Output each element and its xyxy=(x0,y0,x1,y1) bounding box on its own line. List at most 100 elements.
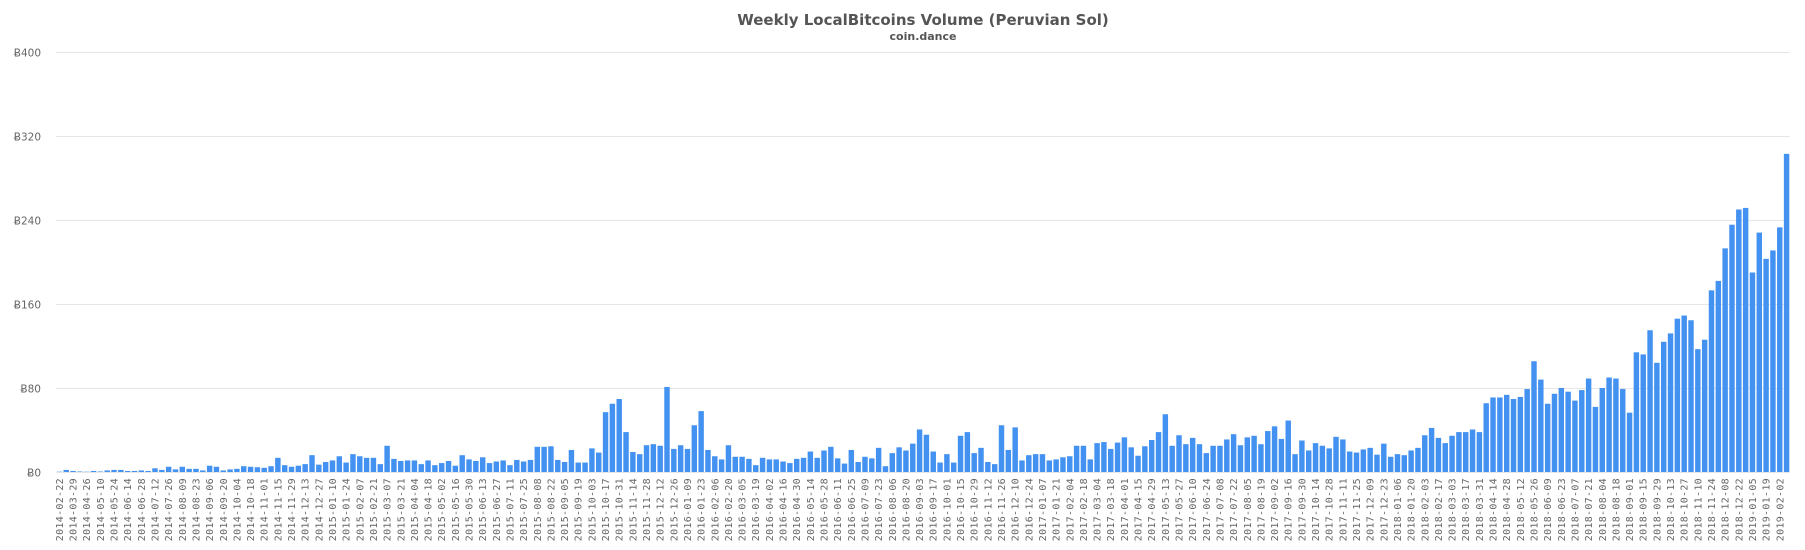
bar[interactable] xyxy=(807,451,814,472)
bar[interactable] xyxy=(534,446,540,472)
bar[interactable] xyxy=(1524,389,1530,472)
bar[interactable] xyxy=(684,448,691,472)
bar[interactable] xyxy=(1579,390,1585,472)
bar[interactable] xyxy=(1026,455,1032,472)
bar[interactable] xyxy=(1742,207,1749,472)
bar[interactable] xyxy=(1558,388,1565,472)
bar[interactable] xyxy=(1442,443,1448,473)
bar[interactable] xyxy=(630,452,636,472)
bar[interactable] xyxy=(1237,445,1244,472)
bar[interactable] xyxy=(848,449,855,472)
bar[interactable] xyxy=(1155,432,1162,472)
bar[interactable] xyxy=(957,435,964,472)
bar[interactable] xyxy=(1497,397,1503,472)
bar[interactable] xyxy=(1005,449,1012,472)
bar[interactable] xyxy=(555,459,561,472)
bar[interactable] xyxy=(875,447,882,472)
bar[interactable] xyxy=(1135,455,1141,472)
bar[interactable] xyxy=(1121,437,1128,472)
bar[interactable] xyxy=(1736,209,1742,473)
bar[interactable] xyxy=(1094,443,1100,473)
bar[interactable] xyxy=(855,462,861,472)
bar[interactable] xyxy=(370,457,377,472)
bar[interactable] xyxy=(520,461,527,473)
bar[interactable] xyxy=(753,465,759,472)
bar[interactable] xyxy=(1374,454,1380,472)
bar[interactable] xyxy=(1722,248,1728,472)
bar[interactable] xyxy=(1517,396,1524,472)
bar[interactable] xyxy=(1080,445,1087,472)
bar[interactable] xyxy=(1353,452,1360,472)
bar[interactable] xyxy=(657,445,663,472)
bar[interactable] xyxy=(1483,403,1489,472)
bar[interactable] xyxy=(1606,377,1612,473)
bar[interactable] xyxy=(432,465,438,472)
bar[interactable] xyxy=(1551,393,1558,472)
bar[interactable] xyxy=(677,445,684,472)
bar[interactable] xyxy=(712,456,718,472)
bar[interactable] xyxy=(862,456,868,472)
bar[interactable] xyxy=(322,462,329,472)
bar[interactable] xyxy=(998,425,1005,472)
bar[interactable] xyxy=(1224,439,1230,472)
bar[interactable] xyxy=(1326,448,1332,473)
bar[interactable] xyxy=(1387,456,1394,472)
bar[interactable] xyxy=(1019,460,1025,472)
bar[interactable] xyxy=(971,453,977,472)
bar[interactable] xyxy=(1285,420,1291,472)
bar[interactable] xyxy=(500,460,506,472)
bar[interactable] xyxy=(1708,290,1715,472)
bar[interactable] xyxy=(145,470,151,472)
bar[interactable] xyxy=(1599,388,1605,472)
bar[interactable] xyxy=(1688,320,1694,472)
bar[interactable] xyxy=(616,399,622,472)
bar[interactable] xyxy=(1701,339,1708,472)
bar[interactable] xyxy=(903,450,909,472)
bar[interactable] xyxy=(889,453,895,472)
bar[interactable] xyxy=(200,470,206,472)
bar[interactable] xyxy=(1039,454,1046,472)
bar[interactable] xyxy=(671,448,677,472)
bar[interactable] xyxy=(923,434,930,472)
bar[interactable] xyxy=(1292,454,1298,472)
bar[interactable] xyxy=(124,470,131,472)
bar[interactable] xyxy=(732,456,738,472)
bar[interactable] xyxy=(834,458,841,472)
bar[interactable] xyxy=(602,412,609,472)
bar[interactable] xyxy=(1681,315,1687,472)
bar[interactable] xyxy=(582,462,588,472)
bar[interactable] xyxy=(1428,427,1435,472)
bar[interactable] xyxy=(1749,272,1756,473)
bar[interactable] xyxy=(309,455,315,472)
bar[interactable] xyxy=(1142,446,1148,472)
bar[interactable] xyxy=(486,463,493,472)
bar[interactable] xyxy=(1777,227,1783,472)
bar[interactable] xyxy=(1176,435,1182,472)
bar[interactable] xyxy=(1633,352,1640,472)
bar[interactable] xyxy=(186,468,192,472)
bar[interactable] xyxy=(951,462,957,472)
bar[interactable] xyxy=(691,425,698,472)
bar[interactable] xyxy=(329,460,336,472)
bar[interactable] xyxy=(1408,450,1414,472)
bar[interactable] xyxy=(1244,437,1250,472)
bar[interactable] xyxy=(97,471,104,472)
bar[interactable] xyxy=(1183,444,1189,472)
bar[interactable] xyxy=(746,458,752,473)
bar[interactable] xyxy=(623,432,629,472)
bar[interactable] xyxy=(773,459,779,472)
bar[interactable] xyxy=(350,454,356,472)
bar[interactable] xyxy=(452,465,459,472)
bar[interactable] xyxy=(152,468,158,472)
bar[interactable] xyxy=(514,459,520,472)
bar[interactable] xyxy=(1565,391,1571,472)
bar[interactable] xyxy=(1415,447,1421,472)
bar[interactable] xyxy=(1114,442,1121,472)
bar[interactable] xyxy=(1572,400,1578,472)
bar[interactable] xyxy=(131,470,138,472)
bar[interactable] xyxy=(138,470,145,472)
bar[interactable] xyxy=(937,462,943,472)
bar[interactable] xyxy=(1715,280,1722,472)
bar[interactable] xyxy=(1271,426,1278,472)
bar[interactable] xyxy=(821,450,827,472)
